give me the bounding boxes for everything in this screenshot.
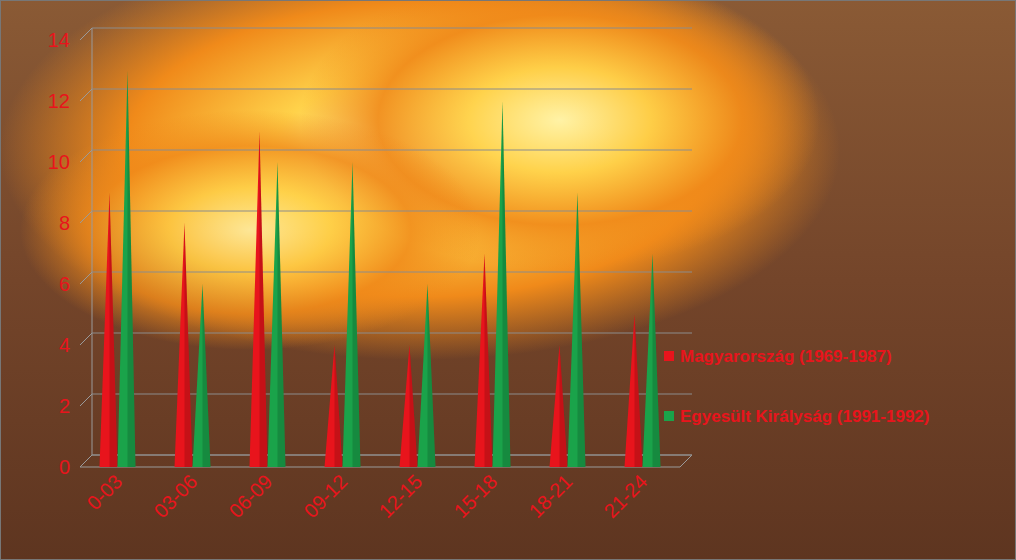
spike	[475, 254, 493, 468]
spike-shade	[110, 193, 118, 468]
chart: 0 2 4 6 8 10 12 14 0-03 03-06 06-09 09-12 12-15 15-18…	[0, 0, 1016, 560]
x-tick-label: 21-24	[600, 470, 652, 522]
y-axis-line	[92, 28, 93, 455]
spike-shade	[428, 284, 436, 467]
spike	[175, 223, 193, 467]
spike	[568, 193, 586, 468]
spike-shade	[335, 345, 343, 467]
spike	[268, 162, 286, 467]
grid-line	[92, 210, 692, 211]
y-tick-label: 0	[59, 456, 70, 478]
y-tick	[80, 211, 92, 223]
x-tick-label: 09-12	[300, 470, 352, 522]
legend-label: Magyarország (1969-1987)	[680, 347, 892, 366]
y-tick-label: 8	[59, 212, 70, 234]
floor	[80, 455, 692, 467]
grid-line	[92, 149, 692, 150]
spike-shade	[560, 345, 568, 467]
spike	[100, 193, 118, 468]
spike	[325, 345, 343, 467]
x-tick-label: 12-15	[375, 470, 427, 522]
x-tick-label: 0-03	[82, 470, 126, 514]
y-tick	[80, 28, 92, 40]
spike	[250, 132, 268, 468]
y-tick	[80, 272, 92, 284]
y-tick-label: 2	[59, 395, 70, 417]
y-tick-label: 6	[59, 273, 70, 295]
background-fire	[20, 110, 480, 350]
spike	[550, 345, 568, 467]
axes: 0 2 4 6 8 10 12 14	[48, 28, 692, 478]
y-tick-label: 14	[48, 29, 70, 51]
spike	[418, 284, 436, 467]
y-tick-label: 12	[48, 90, 70, 112]
spike	[643, 254, 661, 468]
y-tick	[80, 333, 92, 345]
x-tick-label: 15-18	[450, 470, 502, 522]
spike-shade	[653, 254, 661, 468]
spike-shade	[128, 71, 136, 468]
spike	[193, 284, 211, 467]
y-tick	[80, 89, 92, 101]
spike-shade	[485, 254, 493, 468]
x-axis: 0-03 03-06 06-09 09-12 12-15 15-18 18-21 21-24	[82, 470, 651, 522]
spike-shade	[578, 193, 586, 468]
legend-label: Egyesült Királyság (1991-1992)	[680, 407, 929, 426]
spike-shade	[278, 162, 286, 467]
grid-line	[92, 271, 692, 272]
y-tick	[80, 150, 92, 162]
y-tick	[80, 455, 92, 467]
grid-line	[92, 88, 692, 89]
spike-shade	[503, 101, 511, 467]
x-tick-label: 03-06	[150, 470, 202, 522]
spike-shade	[260, 132, 268, 468]
y-tick-label: 10	[48, 151, 70, 173]
frame	[0, 0, 1016, 560]
spike-shade	[635, 315, 643, 468]
spike-shade	[410, 345, 418, 467]
x-tick-label: 18-21	[525, 470, 577, 522]
y-tick	[80, 394, 92, 406]
spike	[493, 101, 511, 467]
legend: Magyarország (1969-1987) Egyesült Királys…	[664, 347, 929, 426]
spike-shade	[185, 223, 193, 467]
legend-swatch	[664, 351, 674, 361]
x-tick-label: 06-09	[225, 470, 277, 522]
spike	[343, 162, 361, 467]
y-tick-label: 4	[59, 334, 70, 356]
grid-line	[92, 27, 692, 28]
spike-shade	[353, 162, 361, 467]
spike	[118, 71, 136, 468]
marks	[100, 71, 661, 468]
spike	[625, 315, 643, 468]
spike-shade	[203, 284, 211, 467]
spike	[400, 345, 418, 467]
legend-swatch	[664, 411, 674, 421]
